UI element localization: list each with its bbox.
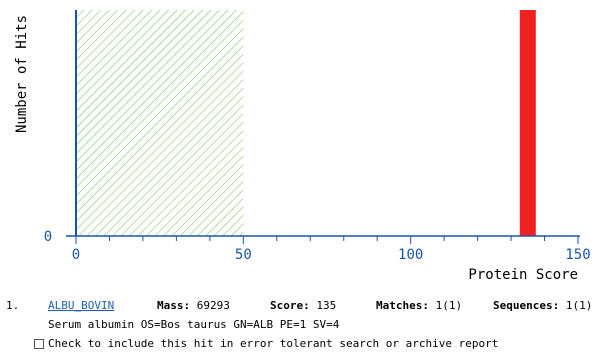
hit-index: 1.	[6, 299, 20, 312]
error-tolerant-option[interactable]: Check to include this hit in error toler…	[34, 336, 498, 351]
histogram-bar-0	[519, 10, 536, 236]
x-tick-label: 0	[72, 247, 80, 263]
significance-threshold-region	[77, 10, 244, 236]
x-tick-label: 50	[235, 247, 252, 263]
include-hit-checkbox[interactable]	[34, 339, 44, 349]
hit-mass: Mass: 69293	[157, 299, 230, 312]
y-axis-label: Number of Hits	[14, 15, 30, 133]
hit-matches: Matches: 1(1)	[376, 299, 463, 312]
hit-description: Serum albumin OS=Bos taurus GN=ALB PE=1 …	[48, 318, 340, 331]
protein-score-histogram: 0 50 100 150 0 Number of Hits Protein Score	[14, 10, 591, 283]
hit-score: Score: 135	[270, 299, 337, 312]
hit-sequences: Sequences: 1(1)	[493, 299, 593, 312]
x-tick-label: 100	[398, 247, 423, 263]
x-tick-label: 150	[565, 247, 590, 263]
x-axis-label: Protein Score	[468, 267, 578, 283]
include-hit-checkbox-label: Check to include this hit in error toler…	[48, 337, 499, 350]
y-tick-label: 0	[44, 229, 52, 245]
hit-accession-link[interactable]: ALBU_BOVIN	[48, 299, 115, 312]
